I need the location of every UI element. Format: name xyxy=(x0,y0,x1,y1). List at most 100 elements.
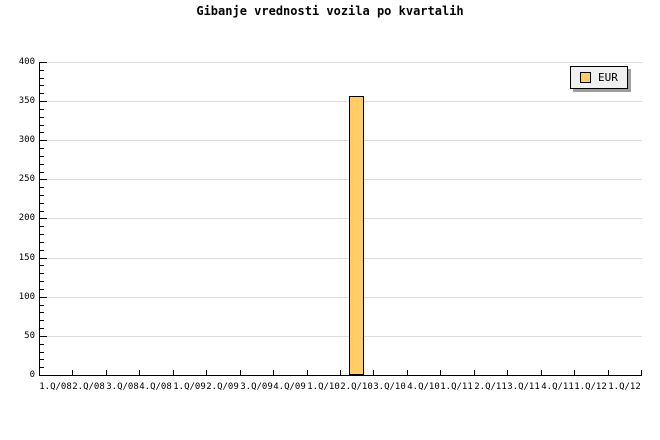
y-minor-tick xyxy=(40,352,44,353)
y-minor-tick xyxy=(40,117,44,118)
y-minor-tick xyxy=(40,195,44,196)
y-minor-tick xyxy=(40,312,44,313)
x-tick-label: 2.Q/10 xyxy=(340,382,373,392)
y-major-tick xyxy=(40,297,47,298)
y-tick-label: 400 xyxy=(18,57,35,67)
y-minor-tick xyxy=(40,125,44,126)
x-tick xyxy=(72,370,73,375)
y-tick-label: 250 xyxy=(18,174,35,184)
y-tick-label: 0 xyxy=(29,370,35,380)
y-minor-tick xyxy=(40,132,44,133)
x-tick xyxy=(139,370,140,375)
y-major-tick xyxy=(40,258,47,259)
y-minor-tick xyxy=(40,93,44,94)
y-minor-tick xyxy=(40,234,44,235)
y-minor-tick xyxy=(40,78,44,79)
y-minor-tick xyxy=(40,328,44,329)
y-minor-tick xyxy=(40,265,44,266)
x-tick xyxy=(608,370,609,375)
x-tick-label: 1.Q/11 xyxy=(440,382,473,392)
x-tick xyxy=(206,370,207,375)
x-tick xyxy=(173,370,174,375)
y-minor-tick xyxy=(40,203,44,204)
y-minor-tick xyxy=(40,187,44,188)
x-tick xyxy=(574,370,575,375)
y-minor-tick xyxy=(40,359,44,360)
gridline xyxy=(40,336,642,337)
x-tick-label: 4.Q/08 xyxy=(139,382,172,392)
y-tick-label: 350 xyxy=(18,96,35,106)
x-tick xyxy=(106,370,107,375)
y-tick-label: 300 xyxy=(18,135,35,145)
y-minor-tick xyxy=(40,70,44,71)
y-minor-tick xyxy=(40,305,44,306)
x-tick xyxy=(507,370,508,375)
gridline xyxy=(40,101,642,102)
x-tick xyxy=(273,370,274,375)
x-tick-label: 1.Q/10 xyxy=(307,382,340,392)
x-tick-label: 2.Q/08 xyxy=(72,382,105,392)
x-tick xyxy=(407,370,408,375)
x-tick xyxy=(373,370,374,375)
y-major-tick xyxy=(40,336,47,337)
y-major-tick xyxy=(40,140,47,141)
y-tick-label: 200 xyxy=(18,213,35,223)
y-minor-tick xyxy=(40,156,44,157)
x-tick-label: 1.Q/09 xyxy=(173,382,206,392)
y-minor-tick xyxy=(40,281,44,282)
y-minor-tick xyxy=(40,320,44,321)
x-tick-label: 3.Q/09 xyxy=(240,382,273,392)
x-tick-label: 3.Q/10 xyxy=(373,382,406,392)
gridline xyxy=(40,218,642,219)
y-minor-tick xyxy=(40,250,44,251)
legend-swatch-icon xyxy=(580,72,591,83)
x-tick xyxy=(240,370,241,375)
gridline xyxy=(40,179,642,180)
x-tick-label: 4.Q/10 xyxy=(407,382,440,392)
y-minor-tick xyxy=(40,273,44,274)
y-minor-tick xyxy=(40,226,44,227)
y-minor-tick xyxy=(40,289,44,290)
y-tick-label: 50 xyxy=(24,331,35,341)
gridline xyxy=(40,258,642,259)
y-minor-tick xyxy=(40,109,44,110)
x-tick-label: 4.Q/09 xyxy=(273,382,306,392)
y-minor-tick xyxy=(40,85,44,86)
legend: EUR xyxy=(570,66,628,89)
x-tick-label: 2.Q/11 xyxy=(474,382,507,392)
y-minor-tick xyxy=(40,164,44,165)
y-tick-label: 150 xyxy=(18,253,35,263)
y-major-tick xyxy=(40,101,47,102)
y-minor-tick xyxy=(40,211,44,212)
x-tick xyxy=(340,370,341,375)
x-tick xyxy=(474,370,475,375)
x-tick xyxy=(641,370,642,375)
y-minor-tick xyxy=(40,148,44,149)
y-tick-label: 100 xyxy=(18,292,35,302)
x-tick xyxy=(307,370,308,375)
legend-label: EUR xyxy=(598,71,618,84)
gridline xyxy=(40,297,642,298)
bar-2q10 xyxy=(349,96,364,375)
y-major-tick xyxy=(40,179,47,180)
y-axis xyxy=(39,62,40,376)
x-tick-label: 2.Q/09 xyxy=(206,382,239,392)
y-major-tick xyxy=(40,62,47,63)
x-axis xyxy=(39,375,642,376)
x-tick-label: 4.Q/11 xyxy=(541,382,574,392)
y-minor-tick xyxy=(40,344,44,345)
x-tick-label: 3.Q/08 xyxy=(106,382,139,392)
chart-title: Gibanje vrednosti vozila po kvartalih xyxy=(196,4,464,18)
x-tick-label: 3.Q/11 xyxy=(507,382,540,392)
x-tick-label: 1.Q/08 xyxy=(39,382,72,392)
gridline xyxy=(40,62,642,63)
y-minor-tick xyxy=(40,367,44,368)
x-tick-label: 1.Q/12 xyxy=(574,382,607,392)
y-major-tick xyxy=(40,218,47,219)
y-minor-tick xyxy=(40,172,44,173)
gridline xyxy=(40,140,642,141)
y-minor-tick xyxy=(40,242,44,243)
x-tick-label: 1.Q/12 xyxy=(608,382,641,392)
x-tick xyxy=(440,370,441,375)
